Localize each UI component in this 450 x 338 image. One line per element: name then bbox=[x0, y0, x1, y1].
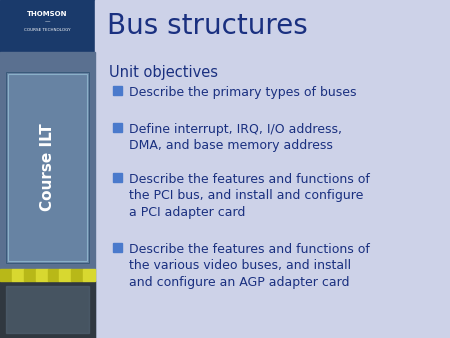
Bar bbox=[0, 0, 95, 52]
Bar bbox=[6, 72, 89, 263]
Bar bbox=[0, 52, 95, 338]
Bar bbox=[12, 269, 24, 281]
Bar bbox=[0, 281, 95, 338]
Text: Define interrupt, IRQ, I/O address,
DMA, and base memory address: Define interrupt, IRQ, I/O address, DMA,… bbox=[129, 123, 342, 152]
Bar bbox=[59, 269, 71, 281]
Bar bbox=[113, 243, 122, 252]
Bar bbox=[71, 269, 83, 281]
Text: THOMSON: THOMSON bbox=[27, 11, 68, 17]
Text: Describe the features and functions of
the PCI bus, and install and configure
a : Describe the features and functions of t… bbox=[129, 173, 370, 219]
Bar bbox=[24, 269, 36, 281]
Bar bbox=[6, 72, 89, 263]
Bar bbox=[113, 173, 122, 182]
Bar bbox=[83, 269, 95, 281]
Text: Bus structures: Bus structures bbox=[107, 12, 308, 40]
Bar bbox=[113, 86, 122, 95]
Text: Course ILT: Course ILT bbox=[40, 124, 55, 211]
Bar bbox=[8, 74, 87, 261]
Bar bbox=[36, 269, 48, 281]
Text: Unit objectives: Unit objectives bbox=[109, 65, 218, 80]
Bar bbox=[113, 123, 122, 132]
Text: —: — bbox=[45, 20, 50, 24]
Text: Describe the features and functions of
the various video buses, and install
and : Describe the features and functions of t… bbox=[129, 243, 370, 289]
Text: Describe the primary types of buses: Describe the primary types of buses bbox=[129, 86, 356, 99]
Bar bbox=[95, 0, 450, 52]
Bar bbox=[48, 269, 59, 281]
Bar bbox=[6, 286, 89, 333]
Text: COURSE TECHNOLOGY: COURSE TECHNOLOGY bbox=[24, 28, 71, 32]
Bar bbox=[0, 269, 12, 281]
